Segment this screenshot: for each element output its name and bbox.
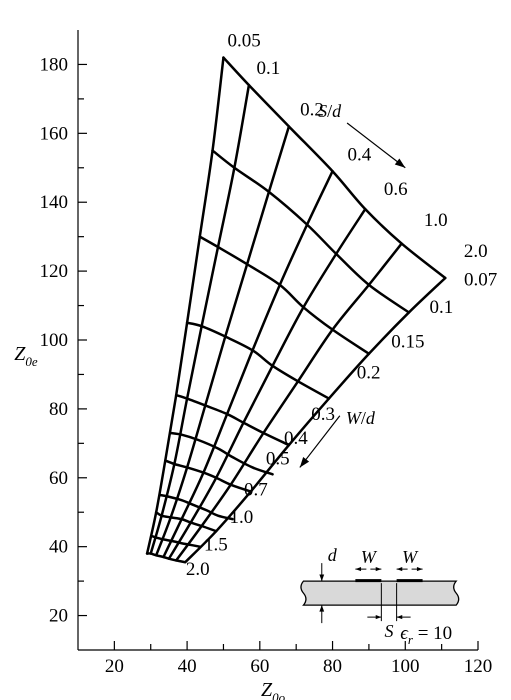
grid-curve — [147, 58, 223, 554]
curve-label: 0.3 — [311, 404, 335, 425]
inset-strip — [355, 579, 381, 582]
curve-label: 1.0 — [424, 210, 448, 231]
y-tick-label: 120 — [40, 261, 69, 282]
x-axis-label: Z0o — [261, 679, 286, 700]
curve-label: 0.5 — [266, 449, 290, 470]
y-tick-label: 20 — [49, 606, 68, 627]
inset-strip — [397, 579, 423, 582]
curve-label: 0.07 — [464, 269, 497, 290]
curve-label: 2.0 — [186, 559, 210, 580]
inset-s-label: S — [384, 621, 393, 641]
inset-w-label: W — [402, 547, 419, 567]
x-tick-label: 60 — [250, 656, 269, 677]
y-tick-label: 60 — [49, 468, 68, 489]
grid-curve — [223, 58, 445, 278]
impedance-chart: 20 40 60 80 100 120 20 40 60 80 100 120 140 160 180 Z0o… — [0, 0, 511, 700]
grid-curve — [165, 461, 250, 492]
y-tick-label: 40 — [49, 537, 68, 558]
curve-label: 0.1 — [429, 297, 453, 318]
inset-substrate — [301, 581, 459, 605]
curve-label: 1.5 — [204, 535, 228, 556]
y-tick-label: 160 — [40, 123, 69, 144]
y-tick-label: 100 — [40, 330, 69, 351]
curve-label: 0.2 — [357, 362, 381, 383]
y-axis-label: Z0e — [14, 343, 38, 369]
family-b-label: W/d — [346, 408, 376, 428]
curve-label: 0.15 — [391, 331, 424, 352]
family-a-label: S/d — [318, 101, 342, 121]
x-tick-label: 20 — [105, 656, 124, 677]
curve-label: 0.1 — [257, 58, 281, 79]
x-tick-label: 80 — [323, 656, 342, 677]
x-tick-label: 120 — [464, 656, 493, 677]
curve-label: 1.0 — [229, 507, 253, 528]
inset-w-label: W — [361, 547, 378, 567]
curve-label: 0.7 — [244, 480, 268, 501]
inset-d-label: d — [328, 545, 338, 565]
y-tick-label: 180 — [40, 54, 69, 75]
curve-label: 0.05 — [227, 31, 260, 52]
inset-er-label: ϵr = 10 — [400, 623, 452, 647]
curve-label: 2.0 — [464, 241, 488, 262]
x-tick-label: 40 — [178, 656, 197, 677]
curve-label: 0.4 — [347, 144, 371, 165]
curve-label: 0.6 — [384, 179, 408, 200]
y-tick-label: 140 — [40, 192, 69, 213]
y-tick-label: 80 — [49, 399, 68, 420]
curve-label: 0.4 — [284, 428, 308, 449]
grid-curve — [213, 151, 409, 313]
x-tick-label: 100 — [391, 656, 420, 677]
